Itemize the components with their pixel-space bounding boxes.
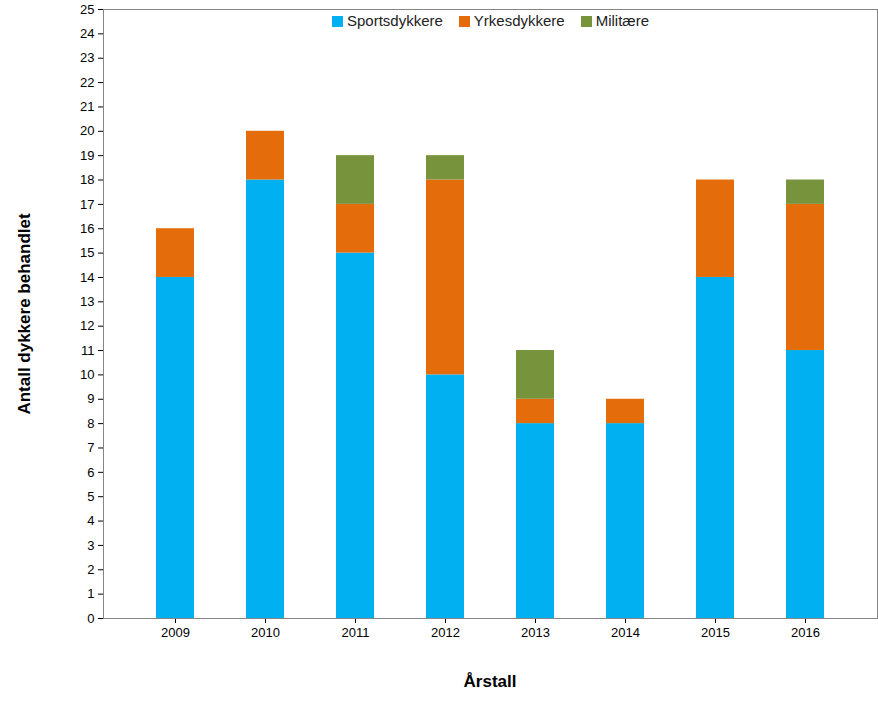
- svg-text:16: 16: [80, 221, 94, 236]
- svg-text:25: 25: [80, 2, 94, 17]
- svg-text:2012: 2012: [431, 625, 460, 640]
- svg-text:2014: 2014: [611, 625, 640, 640]
- svg-text:8: 8: [87, 416, 94, 431]
- svg-text:18: 18: [80, 172, 94, 187]
- svg-text:24: 24: [80, 26, 94, 41]
- svg-text:2016: 2016: [791, 625, 820, 640]
- svg-text:0: 0: [87, 611, 94, 626]
- svg-text:19: 19: [80, 148, 94, 163]
- svg-text:14: 14: [80, 270, 94, 285]
- svg-text:17: 17: [80, 197, 94, 212]
- svg-text:10: 10: [80, 367, 94, 382]
- svg-text:11: 11: [81, 343, 95, 358]
- svg-text:4: 4: [87, 513, 94, 528]
- svg-text:20: 20: [80, 123, 94, 138]
- svg-text:1: 1: [87, 586, 94, 601]
- html-text:Yrkesdykkere: Yrkesdykkere: [473, 12, 565, 29]
- svg-text:2015: 2015: [701, 625, 730, 640]
- svg-text:2013: 2013: [521, 625, 550, 640]
- svg-text:2009: 2009: [161, 625, 190, 640]
- svg-text:9: 9: [87, 391, 94, 406]
- svg-text:12: 12: [80, 318, 94, 333]
- svg-text:2: 2: [87, 562, 94, 577]
- svg-text:2010: 2010: [251, 625, 280, 640]
- svg-text:13: 13: [80, 294, 94, 309]
- svg-text:21: 21: [80, 99, 94, 114]
- html-text:Sportsdykkere: Sportsdykkere: [347, 12, 443, 29]
- svg-text:22: 22: [80, 75, 94, 90]
- html-text:Militære: Militære: [595, 12, 649, 29]
- svg-text:7: 7: [87, 440, 94, 455]
- html-text:Årstall: Årstall: [463, 672, 517, 691]
- svg-text:6: 6: [87, 465, 94, 480]
- svg-text:5: 5: [87, 489, 94, 504]
- svg-text:15: 15: [80, 245, 94, 260]
- html-text:Antall dykkere behandlet: Antall dykkere behandlet: [15, 212, 34, 415]
- svg-text:2011: 2011: [342, 625, 370, 640]
- svg-text:23: 23: [80, 50, 94, 65]
- svg-text:3: 3: [87, 538, 94, 553]
